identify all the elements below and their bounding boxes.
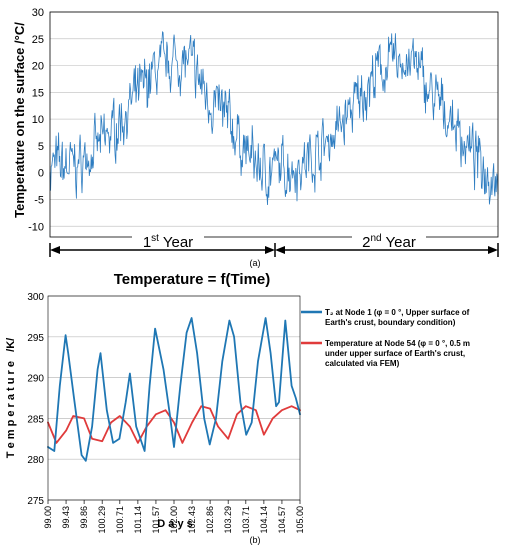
panel-b-y-axis-label: T e m p e r a t u r e /K/ — [5, 338, 17, 458]
year-2-label: 2nd Year — [362, 233, 416, 251]
panel-b-plot-frame — [47, 295, 301, 501]
panel-a-y-tick-label: 15 — [32, 87, 44, 99]
year-1-arrow-left-head — [50, 246, 60, 254]
panel-b-line-node1 — [47, 317, 301, 462]
panel-a-temperature-line — [49, 30, 499, 206]
legend-node54-line-1: Temperature at Node 54 (φ = 0 °, 0.5 m — [325, 339, 470, 348]
panel-a-y-tick-label: 30 — [32, 7, 44, 19]
panel-a-label: (a) — [250, 258, 261, 268]
panel-b-y-tick-labels: 275 280 285 290 295 300 — [27, 292, 44, 507]
panel-b-series-node54 — [47, 405, 301, 444]
panel-b-x-tick-label: 101.57 — [151, 506, 161, 534]
panel-b-y-tick-label: 275 — [27, 496, 44, 507]
year-1-label: 1st Year — [143, 233, 193, 251]
legend-node1-line-1: T₂ at Node 1 (φ = 0 °, Upper surface of — [325, 308, 470, 317]
panel-b-x-tick-label: 99.86 — [79, 506, 89, 529]
panel-b-x-tick-label: 104.57 — [277, 506, 287, 534]
year-2-label-bg — [352, 236, 426, 248]
panel-b-y-tick-label: 300 — [27, 292, 44, 303]
panel-b-x-tick-label: 101.14 — [133, 506, 143, 534]
panel-a-y-tick-label: 20 — [32, 61, 44, 73]
legend-node54-line-3: calculated via FEM) — [325, 359, 400, 368]
panel-a-y-tick-label: 10 — [32, 114, 44, 126]
panel-a-plot-frame — [49, 11, 499, 238]
panel-a-y-tick-label: -5 — [34, 195, 44, 207]
panel-b-x-tick-label: 103.71 — [241, 506, 251, 534]
panel-b-line-node54 — [47, 405, 301, 444]
legend-node1-line-2: Earth's crust, boundary condition) — [325, 318, 456, 327]
panel-b-y-tick-label: 280 — [27, 455, 44, 466]
panel-b-x-tick-label: 99.00 — [43, 506, 53, 529]
panel-b-y-tick-label: 290 — [27, 374, 44, 385]
legend-node54-line-2: under upper surface of Earth's crust, — [325, 349, 465, 358]
panel-a-y-tick-label: -10 — [28, 221, 44, 233]
panel-a-y-tick-label: 25 — [32, 34, 44, 46]
panel-a-y-tick-label: 5 — [38, 141, 44, 153]
panel-a-y-axis-label: Temperature on the surface /°C/ — [12, 22, 27, 218]
panel-b-x-tick-label: 102.00 — [169, 506, 179, 534]
panel-b-series-node1 — [47, 317, 301, 462]
year-2-arrow-right-head — [488, 246, 498, 254]
panel-a-y-tick-label: 0 — [38, 168, 44, 180]
year-2-arrow-left-head — [275, 246, 285, 254]
panel-b-label: (b) — [250, 535, 261, 545]
panel-b-x-tick-label: 102.43 — [187, 506, 197, 534]
panel-b-x-tick-label: 102.86 — [205, 506, 215, 534]
panel-a-year-annotations: 1st Year 2nd Year — [49, 233, 499, 257]
panel-b-x-tick-label: 105.00 — [295, 506, 305, 534]
panel-b-title: Temperature = f(Time) — [114, 271, 271, 288]
panel-a-gridlines — [50, 11, 498, 227]
panel-a-temperature-series — [49, 30, 499, 206]
panel-b-legend: T₂ at Node 1 (φ = 0 °, Upper surface of … — [301, 308, 470, 368]
panel-b-gridlines — [47, 295, 301, 504]
panel-b-x-tick-label: 104.14 — [259, 506, 269, 534]
year-1-arrow-right-head — [265, 246, 275, 254]
panel-b-x-tick-label: 99.43 — [61, 506, 71, 529]
panel-b-y-tick-label: 295 — [27, 333, 44, 344]
panel-b-x-axis-label: D a y s — [157, 518, 192, 530]
panel-b-x-tick-labels: 99.00 99.43 99.86 100.29 100.71 101.14 101.57 1… — [43, 506, 305, 534]
panel-b-x-tick-label: 103.29 — [223, 506, 233, 534]
panel-b-x-tick-label: 100.71 — [115, 506, 125, 534]
panel-b-x-tick-label: 100.29 — [97, 506, 107, 534]
panel-a-y-tick-labels: -10 -5 0 5 10 15 20 25 30 — [28, 7, 44, 233]
panel-b-y-tick-label: 285 — [27, 414, 44, 425]
year-1-label-bg — [132, 236, 204, 248]
